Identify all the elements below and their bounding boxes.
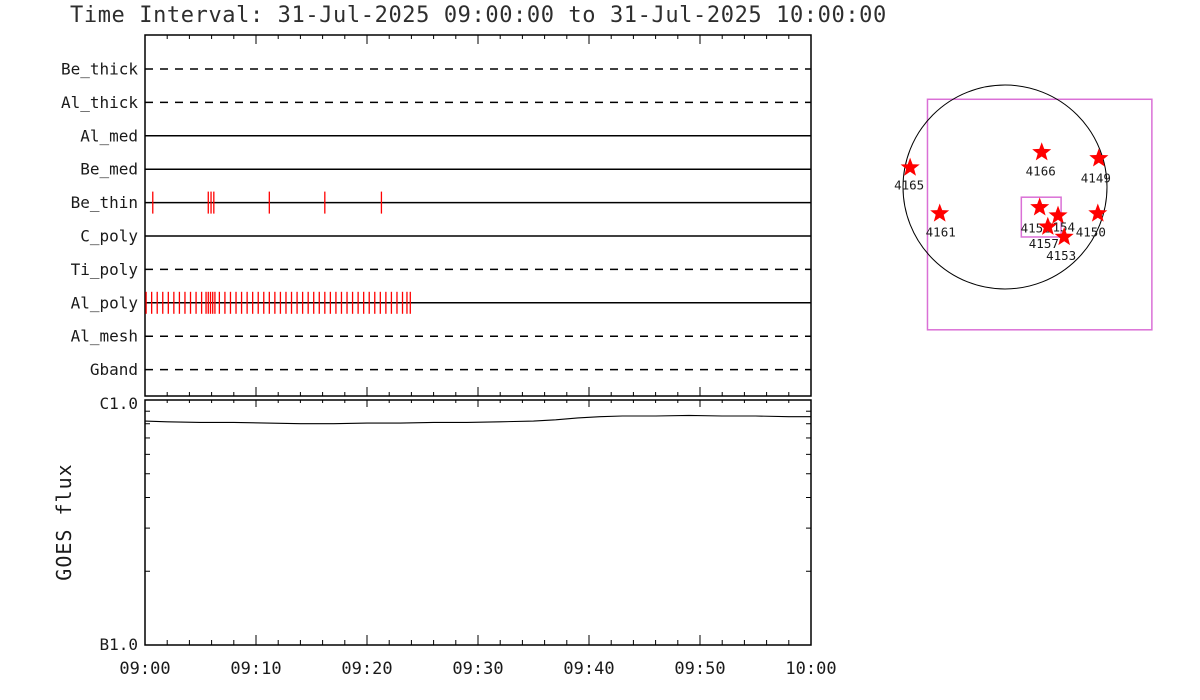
time-axis-ticks bbox=[144, 35, 812, 645]
filter-row-Be_thin: Be_thin bbox=[71, 191, 811, 214]
active-region-star-4153 bbox=[1054, 227, 1074, 246]
filter-row-Be_thick: Be_thick bbox=[61, 60, 811, 79]
active-region-label: 4150 bbox=[1076, 225, 1106, 240]
active-region-label: 4153 bbox=[1046, 248, 1076, 263]
active-region-star-4152 bbox=[1030, 197, 1050, 216]
solar-limb bbox=[902, 84, 1108, 290]
active-region-star-4149 bbox=[1089, 148, 1109, 167]
goes-ybottom-label: B1.0 bbox=[99, 635, 138, 654]
goes-panel-frame bbox=[144, 399, 812, 646]
filter-label: Ti_poly bbox=[71, 260, 139, 279]
filter-label: Be_thin bbox=[71, 193, 138, 212]
x-tick-label: 09:00 bbox=[119, 659, 170, 679]
active-region-star-4154 bbox=[1048, 205, 1068, 224]
active-region-label: 4157 bbox=[1029, 236, 1059, 251]
filter-label: Al_poly bbox=[71, 293, 139, 312]
active-region-star-4157 bbox=[1038, 216, 1058, 235]
fov-box-large bbox=[926, 98, 1153, 331]
active-region-label: 4165 bbox=[894, 178, 924, 193]
filter-label: Al_mesh bbox=[71, 327, 138, 346]
active-region-star-4161 bbox=[930, 203, 950, 222]
filter-row-Be_med: Be_med bbox=[80, 160, 811, 179]
active-region-star-4165 bbox=[900, 157, 920, 176]
filter-row-Al_poly: Al_poly bbox=[71, 291, 811, 314]
plot-title: Time Interval: 31-Jul-2025 09:00:00 to 3… bbox=[70, 3, 887, 28]
goes-y-ticks bbox=[145, 399, 811, 646]
filter-label: C_poly bbox=[80, 227, 138, 246]
filter-row-Al_mesh: Al_mesh bbox=[71, 327, 811, 346]
filter-label: Al_thick bbox=[61, 93, 138, 112]
filter-label: Al_med bbox=[80, 126, 138, 145]
goes-axis-title: GOES flux bbox=[52, 463, 76, 580]
filter-row-Al_med: Al_med bbox=[80, 126, 811, 145]
filter-label: Be_thick bbox=[61, 60, 138, 79]
goes-ytop-label: C1.0 bbox=[99, 394, 138, 413]
x-tick-label: 09:30 bbox=[452, 659, 503, 679]
x-tick-label: 09:10 bbox=[230, 659, 281, 679]
filter-label: Gband bbox=[90, 360, 138, 379]
active-region-star-4166 bbox=[1032, 142, 1052, 161]
filter-panel-frame bbox=[144, 34, 812, 397]
x-tick-label: 09:40 bbox=[563, 659, 614, 679]
x-tick-label: 09:20 bbox=[341, 659, 392, 679]
filter-row-C_poly: C_poly bbox=[80, 227, 811, 246]
active-region-label: 4149 bbox=[1081, 170, 1111, 185]
filter-row-Gband: Gband bbox=[90, 360, 811, 379]
x-tick-label: 10:00 bbox=[785, 659, 836, 679]
filter-row-Al_thick: Al_thick bbox=[61, 93, 811, 112]
goes-flux-curve bbox=[144, 414, 811, 425]
x-tick-label: 09:50 bbox=[674, 659, 725, 679]
active-region-label: 4166 bbox=[1026, 163, 1056, 178]
active-region-label: 4161 bbox=[926, 225, 956, 240]
filter-row-Ti_poly: Ti_poly bbox=[71, 260, 811, 279]
filter-label: Be_med bbox=[80, 160, 138, 179]
active-region-star-4150 bbox=[1088, 203, 1108, 222]
